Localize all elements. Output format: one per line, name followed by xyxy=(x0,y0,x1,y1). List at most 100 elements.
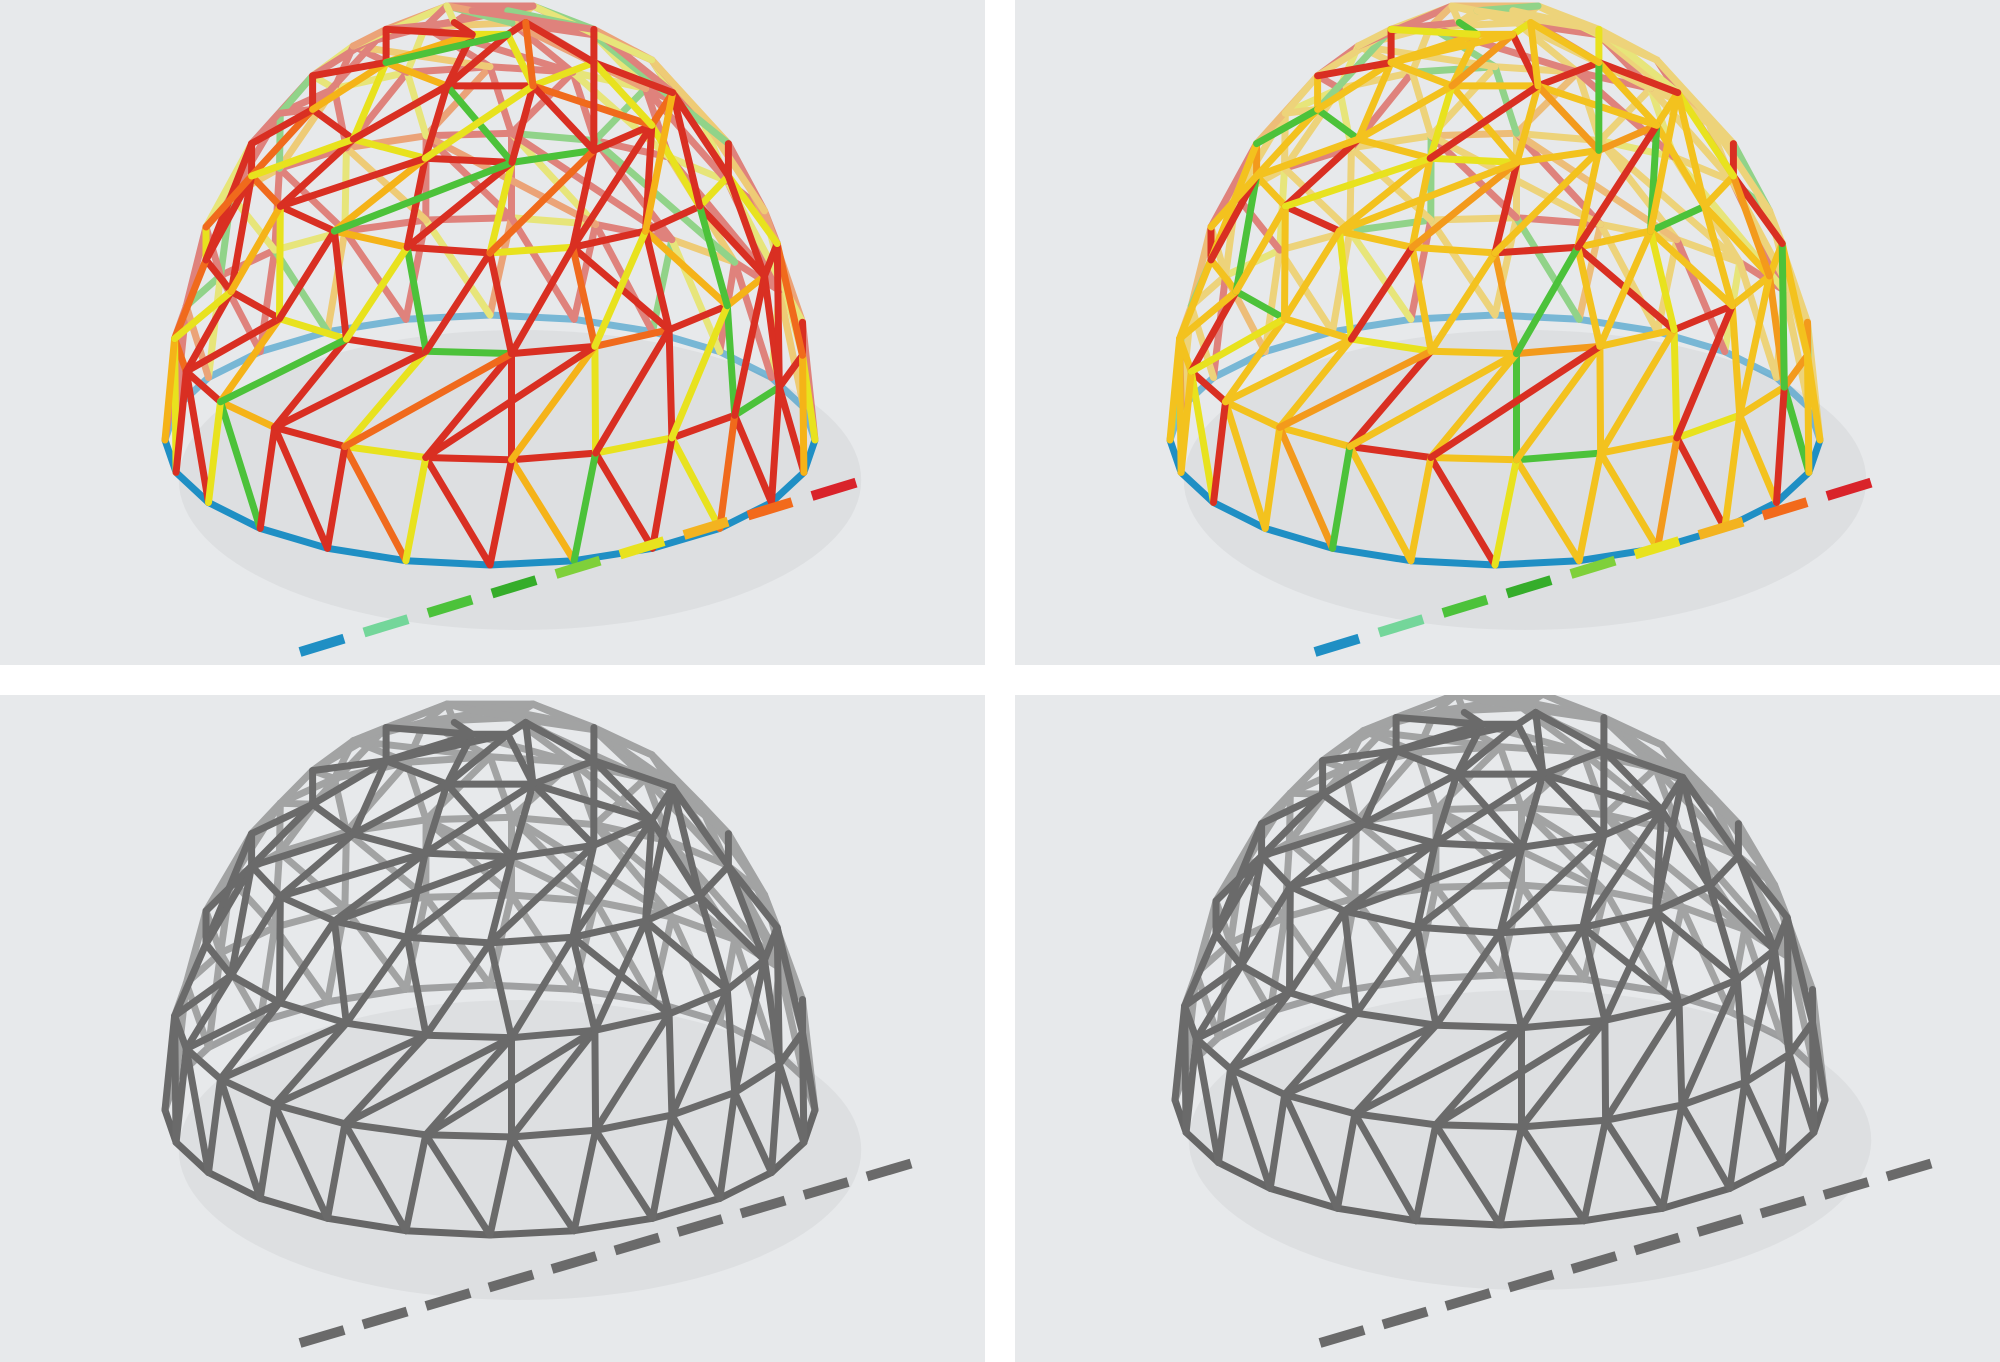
legend-segment xyxy=(1825,477,1873,501)
dome-diagonal-strut xyxy=(1518,770,1547,851)
dome-diagonal-strut xyxy=(731,956,768,1096)
dome-diagonal-strut xyxy=(217,315,283,406)
dome-diagonal-strut xyxy=(349,25,390,50)
dome-diagonal-strut xyxy=(1354,59,1395,143)
dome-base-ring-strut xyxy=(172,468,212,506)
dome-base-ring-strut xyxy=(486,1227,578,1239)
dome-diagonal-strut xyxy=(227,172,256,295)
dome-diagonal-strut xyxy=(1513,456,1583,565)
dome-horizontal-strut xyxy=(309,105,357,143)
dome-horizontal-strut xyxy=(642,892,704,925)
dome-horizontal-strut xyxy=(1432,803,1525,814)
dome-horizontal-strut xyxy=(1352,1009,1440,1029)
dome-diagonal-strut xyxy=(422,1026,599,1139)
dome-horizontal-strut xyxy=(723,956,768,994)
dome-horizontal-strut xyxy=(309,800,357,838)
dome-diagonal-strut xyxy=(271,423,331,552)
dome-diagonal-strut xyxy=(592,1010,673,1134)
dome-horizontal-strut xyxy=(590,816,656,849)
dome-diagonal-strut xyxy=(1237,882,1294,969)
dome-diagonal-strut xyxy=(1532,708,1547,778)
dome-diagonal-strut xyxy=(256,1101,279,1202)
dome-diagonal-strut xyxy=(1518,923,1587,1032)
dome-diagonal-strut xyxy=(271,1019,350,1109)
dome-diagonal-strut xyxy=(1261,246,1284,356)
dome-horizontal-strut xyxy=(508,449,600,464)
dome-diagonal-strut xyxy=(341,347,430,450)
dome-horizontal-strut xyxy=(1701,172,1737,210)
dome-horizontal-strut xyxy=(217,1075,279,1109)
dome-diagonal-strut xyxy=(1701,202,1773,280)
legend-segment xyxy=(746,497,794,521)
dome-diagonal-strut xyxy=(648,816,704,900)
dome-horizontal-strut xyxy=(1673,411,1744,442)
dome-diagonal-strut xyxy=(799,1029,808,1146)
dome-diagonal-strut xyxy=(1359,770,1461,828)
dome-diagonal-strut xyxy=(696,892,731,994)
dome-diagonal-strut xyxy=(731,1089,775,1176)
dome-diagonal-strut xyxy=(508,456,578,565)
dome-diagonal-strut xyxy=(443,700,476,714)
dome-horizontal-strut xyxy=(382,757,451,788)
legend-segment xyxy=(1633,1232,1681,1256)
dome-diagonal-strut xyxy=(1734,852,1778,954)
dome-base-ring-strut xyxy=(768,1138,808,1176)
legend-segment xyxy=(362,614,410,638)
dome-diagonal-strut xyxy=(1741,1079,1785,1166)
dome-horizontal-strut xyxy=(382,59,451,90)
dome-diagonal-strut xyxy=(468,707,598,731)
dome-horizontal-strut xyxy=(1192,1035,1234,1073)
dome-diagonal-strut xyxy=(724,172,768,280)
dome-diagonal-strut xyxy=(665,326,676,442)
dome-diagonal-strut xyxy=(248,105,317,180)
dome-diagonal-strut xyxy=(1673,302,1736,442)
dome-horizontal-strut xyxy=(1427,129,1520,140)
dome-diagonal-strut xyxy=(1678,903,1734,1016)
panel-gray-dome-1 xyxy=(0,695,985,1362)
dome-base-ring-strut xyxy=(1412,1217,1504,1229)
dome-diagonal-strut xyxy=(569,243,599,350)
legend-segment xyxy=(1381,1306,1429,1330)
dome-base-ring-strut xyxy=(649,1194,724,1222)
dome-diagonal-strut xyxy=(569,121,656,251)
dome-horizontal-strut xyxy=(1670,153,1736,185)
dome-diagonal-strut xyxy=(486,158,516,257)
dome-diagonal-strut xyxy=(1354,82,1456,143)
dome-horizontal-strut xyxy=(723,272,768,310)
dome-horizontal-strut xyxy=(276,892,338,925)
dome-diagonal-strut xyxy=(1354,25,1395,50)
dome-diagonal-strut xyxy=(1733,976,1749,1086)
dome-diagonal-strut xyxy=(271,1031,430,1109)
dome-diagonal-strut xyxy=(569,841,598,941)
dome-diagonal-strut xyxy=(1673,434,1729,532)
dome-horizontal-strut xyxy=(422,129,515,140)
dome-diagonal-strut xyxy=(1329,227,1354,336)
dome-horizontal-strut xyxy=(1281,1091,1359,1118)
dome-diagonal-strut xyxy=(508,214,578,323)
dome-diagonal-strut xyxy=(522,19,537,90)
dome-diagonal-strut xyxy=(668,302,731,442)
dome-diagonal-strut xyxy=(1579,806,1666,931)
dome-diagonal-strut xyxy=(1281,1091,1341,1212)
legend-segment xyxy=(361,1306,409,1330)
dome-diagonal-strut xyxy=(522,19,598,66)
dome-diagonal-strut xyxy=(468,7,598,33)
dome-diagonal-strut xyxy=(486,853,516,947)
dome-diagonal-strut xyxy=(1187,315,1288,375)
dome-horizontal-strut xyxy=(1387,59,1456,90)
dome-diagonal-strut xyxy=(1276,335,1355,431)
dome-horizontal-strut xyxy=(1579,907,1660,931)
dome-horizontal-strut xyxy=(1281,894,1359,921)
legend-segment xyxy=(426,594,474,618)
dome-diagonal-strut xyxy=(1227,989,1293,1073)
dome-diagonal-strut xyxy=(1741,946,1778,1086)
dome-diagonal-strut xyxy=(1670,326,1681,442)
dome-diagonal-strut xyxy=(171,256,210,343)
dome-diagonal-strut xyxy=(1359,714,1400,735)
dome-horizontal-strut xyxy=(1347,132,1435,152)
dome-diagonal-strut xyxy=(648,121,704,210)
dome-diagonal-strut xyxy=(1513,243,1582,358)
dome-diagonal-strut xyxy=(1253,105,1322,180)
dome-base-ring-strut xyxy=(716,1169,775,1202)
dome-horizontal-strut xyxy=(1281,202,1343,235)
